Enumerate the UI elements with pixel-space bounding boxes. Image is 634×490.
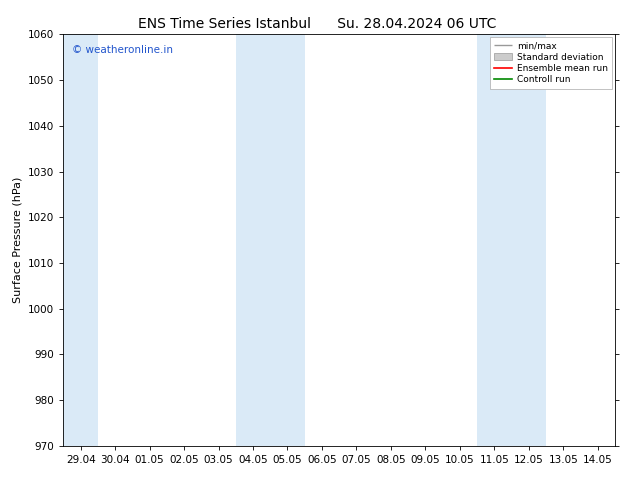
Bar [63,34,98,446]
Legend: min/max, Standard deviation, Ensemble mean run, Controll run: min/max, Standard deviation, Ensemble me… [489,37,612,89]
Text: © weatheronline.in: © weatheronline.in [72,45,172,54]
Bar [477,34,546,446]
Y-axis label: Surface Pressure (hPa): Surface Pressure (hPa) [13,177,23,303]
Text: ENS Time Series Istanbul      Su. 28.04.2024 06 UTC: ENS Time Series Istanbul Su. 28.04.2024 … [138,17,496,31]
Bar [236,34,305,446]
